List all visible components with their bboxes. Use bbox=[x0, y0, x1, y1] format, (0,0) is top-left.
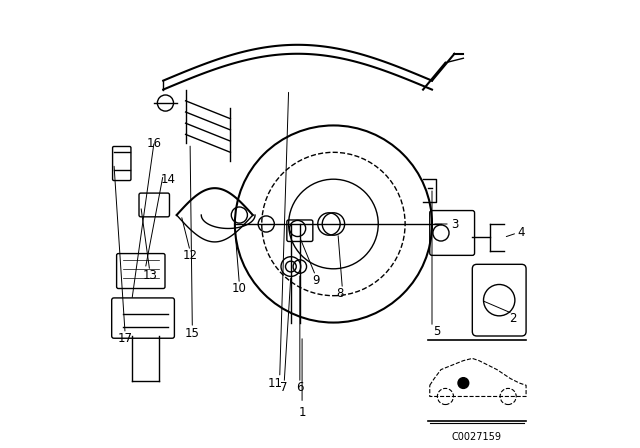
Text: 16: 16 bbox=[147, 137, 162, 150]
Text: 8: 8 bbox=[337, 287, 344, 300]
Text: 5: 5 bbox=[433, 325, 440, 338]
Text: 4: 4 bbox=[518, 226, 525, 240]
Text: 6: 6 bbox=[296, 381, 303, 394]
Text: 17: 17 bbox=[118, 332, 132, 345]
Text: 7: 7 bbox=[280, 381, 288, 394]
Text: 12: 12 bbox=[182, 249, 198, 262]
Text: 10: 10 bbox=[232, 282, 247, 296]
Circle shape bbox=[458, 378, 468, 388]
Text: 13: 13 bbox=[142, 269, 157, 282]
Text: 1: 1 bbox=[298, 405, 306, 419]
Text: 14: 14 bbox=[160, 172, 175, 186]
Text: C0027159: C0027159 bbox=[452, 432, 502, 442]
Text: 3: 3 bbox=[451, 217, 458, 231]
Text: 11: 11 bbox=[268, 376, 283, 390]
Text: 15: 15 bbox=[185, 327, 200, 340]
Text: 9: 9 bbox=[312, 273, 319, 287]
Text: 2: 2 bbox=[509, 311, 516, 325]
